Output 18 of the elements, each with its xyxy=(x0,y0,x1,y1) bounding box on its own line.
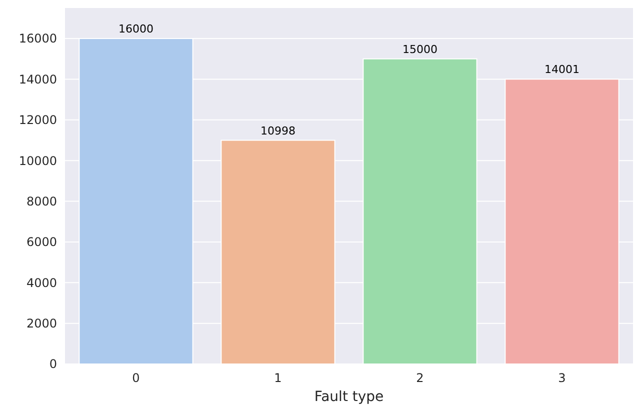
data-label: 15000 xyxy=(402,42,438,56)
y-tick-label: 8000 xyxy=(26,194,57,208)
y-tick-label: 12000 xyxy=(18,113,57,128)
y-tick-label: 6000 xyxy=(26,235,57,250)
data-label: 16000 xyxy=(118,22,154,36)
y-tick-label: 4000 xyxy=(26,276,57,290)
y-tick-label: 14000 xyxy=(18,72,57,86)
data-label: 10998 xyxy=(260,124,296,138)
x-tick-label: 0 xyxy=(132,371,140,385)
x-tick-label: 1 xyxy=(274,371,282,385)
y-tick-label: 10000 xyxy=(18,154,57,168)
x-axis-title: Fault type xyxy=(314,389,384,405)
x-tick-label: 3 xyxy=(558,371,566,385)
y-tick-label: 16000 xyxy=(18,32,57,46)
y-tick-label: 2000 xyxy=(26,316,57,331)
x-tick-label: 2 xyxy=(416,371,424,385)
y-tick-label: 0 xyxy=(49,357,57,372)
data-label: 14001 xyxy=(544,63,580,76)
